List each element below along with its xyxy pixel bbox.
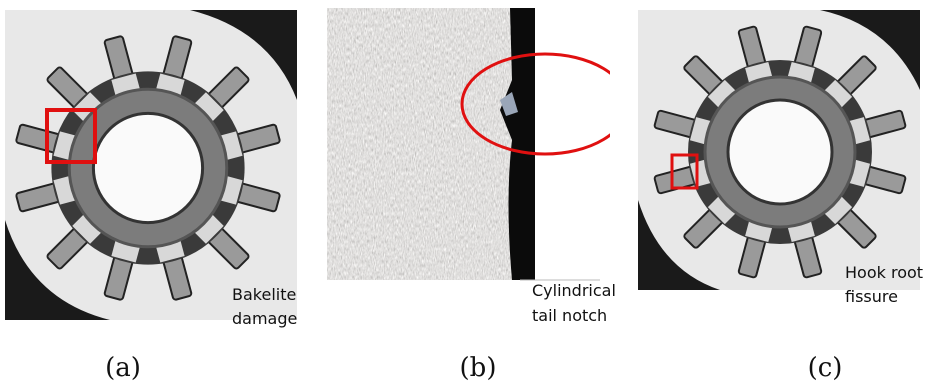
panel-label: (b) <box>460 353 497 383</box>
bore <box>728 100 832 204</box>
annotation: tail notch <box>532 306 607 325</box>
panel-label: (a) <box>105 353 141 383</box>
annotation: Cylindrical <box>532 281 616 300</box>
bore <box>93 113 202 222</box>
annotation: fissure <box>845 287 898 306</box>
annotation: Hook root <box>845 263 923 282</box>
annotation: Bakelite <box>232 285 296 304</box>
photo-c <box>638 10 920 290</box>
panel-label: (c) <box>808 353 843 383</box>
commutator <box>16 36 281 301</box>
photo-b <box>327 8 628 280</box>
annotation: damage <box>232 309 297 328</box>
photo-a <box>5 10 297 320</box>
commutator <box>654 26 906 278</box>
figure: Bakelite damage Cylindrical tail notch H… <box>0 0 938 387</box>
